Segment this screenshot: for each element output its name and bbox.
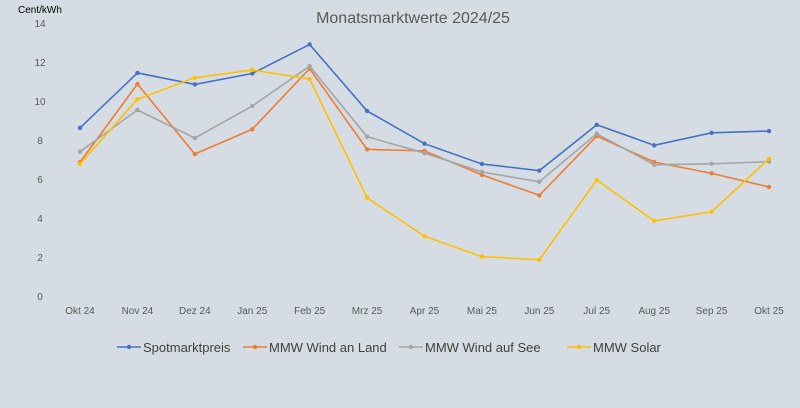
data-point: [766, 184, 772, 190]
data-point: [192, 82, 198, 87]
y-tick-label: 2: [37, 253, 43, 264]
legend-marker: [408, 344, 414, 350]
data-point: [537, 179, 542, 184]
x-tick-label: Mai 25: [467, 306, 497, 317]
legend-label: Spotmarktpreis: [143, 340, 231, 355]
x-tick-label: Okt 24: [65, 306, 95, 317]
data-point: [192, 151, 198, 157]
data-point: [77, 149, 83, 154]
data-point: [422, 234, 427, 239]
data-point: [651, 143, 657, 148]
legend-item: Spotmarktpreis: [117, 340, 231, 355]
data-point: [709, 171, 714, 176]
data-point: [135, 81, 140, 87]
legend-item: MMW Wind auf See: [399, 340, 541, 355]
data-point: [651, 162, 657, 167]
data-point: [709, 209, 714, 214]
data-point: [479, 169, 485, 175]
data-point: [364, 108, 370, 114]
data-point: [709, 130, 714, 135]
x-tick-label: Okt 25: [754, 306, 784, 317]
x-tick-label: Jan 25: [237, 306, 267, 317]
x-tick-label: Apr 25: [410, 306, 440, 317]
legend-label: MMW Wind auf See: [425, 340, 541, 355]
x-tick-label: Dez 24: [179, 306, 211, 317]
x-tick-label: Mrz 25: [352, 306, 383, 317]
data-point: [479, 254, 485, 259]
data-point: [135, 70, 140, 76]
x-tick-label: Jun 25: [524, 306, 554, 317]
data-point: [250, 71, 255, 76]
legend-label: MMW Wind an Land: [269, 340, 387, 355]
chart-title: Monatsmarktwerte 2024/25: [316, 10, 510, 27]
y-tick-label: 0: [37, 292, 43, 303]
legend-marker: [252, 344, 258, 350]
data-point: [537, 193, 542, 198]
legend-item: MMW Solar: [567, 340, 662, 355]
data-point: [135, 97, 140, 102]
data-point: [192, 135, 198, 141]
data-point: [594, 177, 599, 183]
data-point: [77, 125, 83, 131]
data-point: [364, 195, 370, 200]
data-point: [479, 161, 485, 167]
x-tick-label: Sep 25: [696, 306, 728, 317]
x-tick-label: Aug 25: [638, 306, 670, 317]
data-point: [594, 131, 599, 136]
data-point: [192, 75, 198, 80]
data-point: [135, 107, 140, 113]
data-point: [307, 76, 312, 82]
data-point: [307, 42, 312, 47]
y-tick-label: 6: [37, 175, 43, 186]
data-point: [250, 103, 255, 109]
data-point: [250, 127, 255, 132]
data-point: [709, 161, 714, 166]
data-point: [651, 218, 657, 224]
y-axis-label: Cent/kWh: [18, 5, 62, 16]
legend-marker: [576, 344, 582, 350]
data-point: [364, 134, 370, 139]
series-line-2: [79, 65, 770, 183]
data-point: [537, 257, 542, 262]
data-point: [77, 161, 83, 167]
legend-marker: [126, 344, 132, 350]
y-tick-label: 8: [37, 136, 43, 147]
data-point: [250, 67, 255, 73]
data-point: [537, 168, 542, 173]
data-point: [766, 128, 772, 134]
x-tick-label: Jul 25: [583, 306, 610, 317]
data-point: [422, 141, 427, 146]
data-point: [594, 122, 599, 127]
y-tick-label: 10: [34, 97, 46, 108]
y-tick-label: 14: [34, 19, 46, 30]
y-tick-label: 12: [34, 58, 46, 69]
data-point: [364, 147, 370, 152]
x-tick-label: Nov 24: [122, 306, 154, 317]
data-point: [422, 150, 427, 156]
data-point: [307, 63, 312, 69]
legend-item: MMW Wind an Land: [243, 340, 387, 355]
data-point: [766, 156, 772, 161]
legend-label: MMW Solar: [593, 340, 662, 355]
y-tick-label: 4: [37, 214, 43, 225]
x-tick-label: Feb 25: [294, 306, 326, 317]
